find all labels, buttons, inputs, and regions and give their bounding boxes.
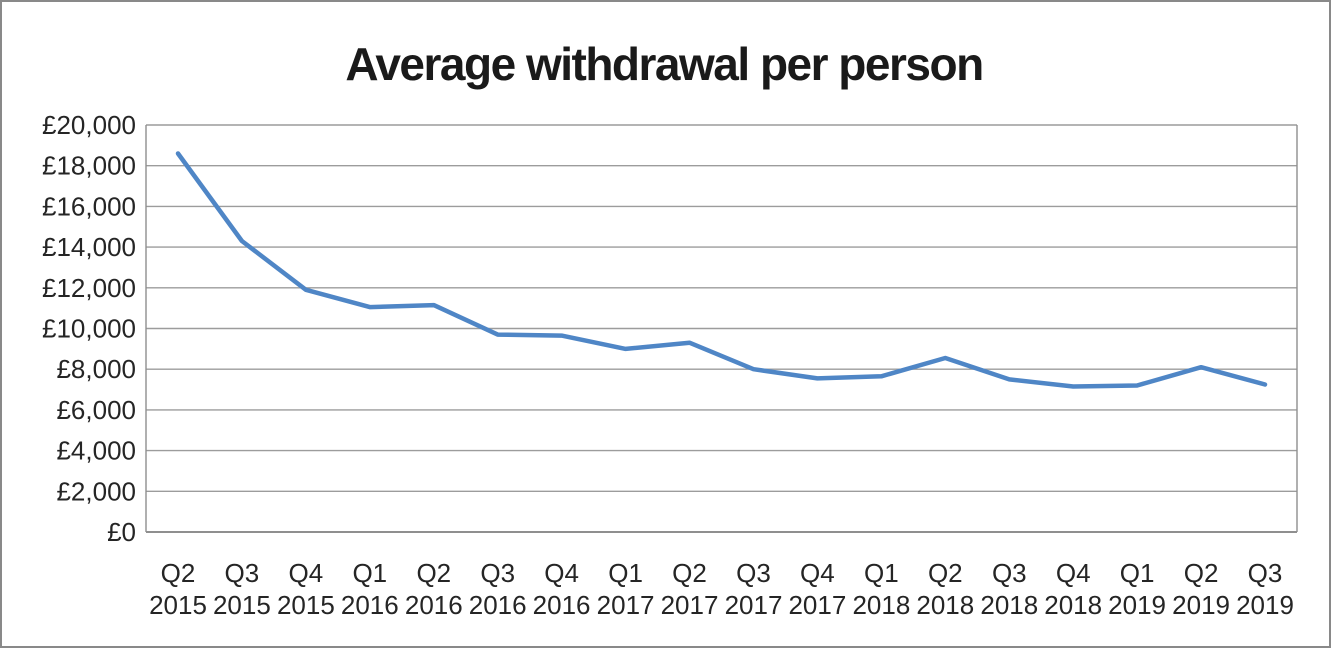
y-axis-tick-label: £12,000 <box>42 273 136 303</box>
y-axis-tick-label: £10,000 <box>42 314 136 344</box>
y-axis-tick-label: £8,000 <box>56 354 136 384</box>
x-axis-tick-label: Q4 2016 <box>533 558 591 620</box>
gridlines <box>146 124 1297 533</box>
x-axis-tick-label: Q1 2019 <box>1108 558 1166 620</box>
y-axis-tick-label: £6,000 <box>56 395 136 425</box>
x-axis-tick-label: Q3 2015 <box>213 558 271 620</box>
y-axis-tick-label: £0 <box>107 517 136 547</box>
y-axis-tick-label: £2,000 <box>56 476 136 506</box>
x-axis-tick-label: Q4 2017 <box>788 558 846 620</box>
y-axis-tick-label: £14,000 <box>42 232 136 262</box>
chart-title: Average withdrawal per person <box>345 38 982 90</box>
x-axis-tick-label: Q4 2015 <box>277 558 335 620</box>
y-axis-tick-label: £4,000 <box>56 436 136 466</box>
x-axis-tick-label: Q2 2019 <box>1172 558 1230 620</box>
x-axis-tick-label: Q1 2017 <box>597 558 655 620</box>
y-axis-tick-label: £20,000 <box>42 110 136 140</box>
series-line <box>175 151 1268 389</box>
x-axis-tick-label: Q2 2018 <box>916 558 974 620</box>
x-axis-tick-label: Q3 2016 <box>469 558 527 620</box>
x-axis-tick-label: Q3 2018 <box>980 558 1038 620</box>
y-axis-tick-labels: £20,000 £18,000 £16,000 £14,000 £12,000 £10,0… <box>42 110 136 547</box>
y-axis-tick-label: £16,000 <box>42 191 136 221</box>
x-axis-tick-label: Q3 2017 <box>725 558 783 620</box>
data-series <box>175 151 1268 389</box>
x-axis-tick-label: Q3 2019 <box>1236 558 1294 620</box>
plot-area-border <box>145 125 1298 533</box>
x-axis-tick-label: Q4 2018 <box>1044 558 1102 620</box>
x-axis-tick-label: Q2 2017 <box>661 558 719 620</box>
y-axis-tick-label: £18,000 <box>42 151 136 181</box>
x-axis-tick-label: Q2 2015 <box>149 558 207 620</box>
x-axis-tick-label: Q2 2016 <box>405 558 463 620</box>
x-axis-tick-label: Q1 2016 <box>341 558 399 620</box>
x-axis-tick-label: Q1 2018 <box>852 558 910 620</box>
